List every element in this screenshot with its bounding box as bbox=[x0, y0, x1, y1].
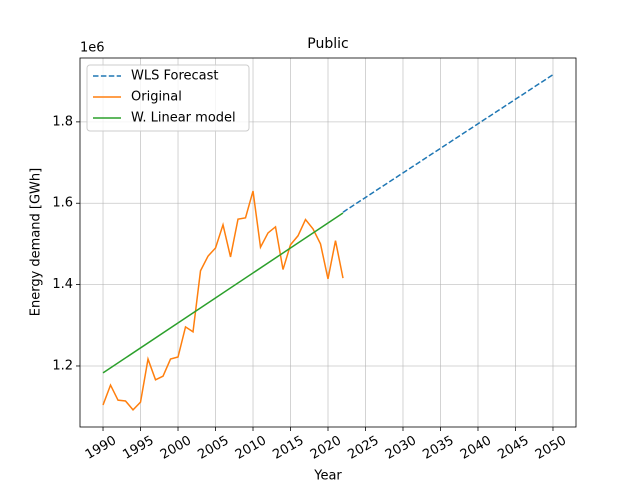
x-axis-label: Year bbox=[313, 469, 342, 480]
legend-label: W. Linear model bbox=[131, 111, 236, 126]
line-series bbox=[102, 212, 344, 374]
line-series bbox=[102, 190, 344, 412]
y-tick-label: 1.4 bbox=[52, 277, 73, 292]
y-tick-label: 1.2 bbox=[52, 358, 73, 373]
y-tick-label: 1.8 bbox=[52, 114, 73, 129]
chart-title: Public bbox=[307, 36, 348, 52]
legend-box bbox=[86, 64, 250, 132]
axes-frame bbox=[79, 57, 577, 428]
legend-label: Original bbox=[131, 90, 182, 105]
y-tick-label: 1.6 bbox=[52, 196, 73, 211]
legend: WLS Forecast Original W. Linear model bbox=[86, 64, 250, 132]
y-axis-label: Energy demand [GWh] bbox=[29, 168, 44, 316]
legend-label: WLS Forecast bbox=[131, 69, 219, 84]
y-offset-label: 1e6 bbox=[80, 41, 105, 56]
line-series bbox=[342, 74, 554, 213]
